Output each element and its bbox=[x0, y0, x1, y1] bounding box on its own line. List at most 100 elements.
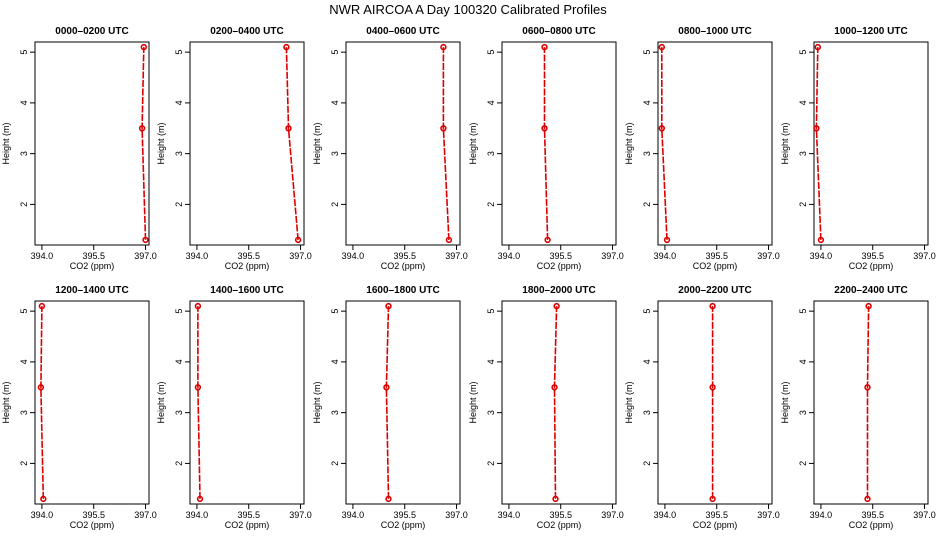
x-tick-label: 395.5 bbox=[393, 251, 416, 261]
data-point bbox=[658, 43, 665, 51]
y-axis-label: Height (m) bbox=[780, 122, 790, 164]
x-tick-label: 397.0 bbox=[289, 251, 312, 261]
x-tick-label: 394.0 bbox=[31, 251, 54, 261]
data-point bbox=[383, 384, 390, 391]
y-tick-label: 3 bbox=[330, 410, 340, 415]
x-tick-label: 395.5 bbox=[705, 510, 728, 520]
y-tick-label: 5 bbox=[19, 50, 29, 55]
y-tick-label: 5 bbox=[798, 309, 808, 314]
profile-panel: 2000–2200 UTC 394.0 395.5 397.0 2 3 4 5 CO2 (ppm… bbox=[624, 285, 780, 530]
y-tick-label: 5 bbox=[174, 309, 184, 314]
y-tick-label: 5 bbox=[642, 50, 652, 55]
y-tick-label: 2 bbox=[798, 461, 808, 466]
x-axis-label: CO2 (ppm) bbox=[225, 261, 270, 271]
plot-frame bbox=[34, 41, 150, 246]
y-axis-label: Height (m) bbox=[156, 381, 166, 423]
x-tick-label: 395.5 bbox=[549, 510, 572, 520]
x-axis-label: CO2 (ppm) bbox=[537, 520, 582, 530]
data-point bbox=[541, 43, 548, 51]
x-tick-label: 397.0 bbox=[757, 251, 780, 261]
x-axis-label: CO2 (ppm) bbox=[381, 520, 426, 530]
data-point bbox=[551, 384, 558, 391]
y-tick-label: 4 bbox=[19, 100, 29, 105]
profile-panel: 1600–1800 UTC 394.0 395.5 397.0 2 3 4 5 CO2 (ppm… bbox=[312, 285, 468, 530]
profile-panel: 1200–1400 UTC 394.0 395.5 397.0 2 3 4 5 CO2 (ppm… bbox=[1, 285, 157, 530]
data-point bbox=[817, 236, 825, 244]
profile-panel: 0200–0400 UTC 394.0 395.5 397.0 2 3 4 5 CO2 (ppm… bbox=[156, 26, 312, 271]
x-axis-label: CO2 (ppm) bbox=[537, 261, 582, 271]
x-tick-label: 397.0 bbox=[445, 510, 468, 520]
y-tick-label: 3 bbox=[486, 410, 496, 415]
x-tick-label: 394.0 bbox=[342, 251, 365, 261]
x-tick-label: 395.5 bbox=[393, 510, 416, 520]
y-tick-label: 2 bbox=[642, 461, 652, 466]
profile-line bbox=[553, 306, 558, 499]
data-point bbox=[196, 495, 204, 503]
data-point bbox=[385, 302, 392, 310]
y-tick-label: 3 bbox=[19, 410, 29, 415]
x-axis-label: CO2 (ppm) bbox=[849, 261, 894, 271]
data-point bbox=[544, 236, 551, 244]
x-tick-label: 395.5 bbox=[861, 510, 884, 520]
x-tick-label: 394.0 bbox=[654, 510, 677, 520]
y-tick-label: 3 bbox=[486, 151, 496, 156]
profile-line bbox=[40, 306, 45, 499]
data-point bbox=[709, 302, 716, 310]
y-tick-label: 2 bbox=[330, 202, 340, 207]
y-tick-label: 4 bbox=[19, 359, 29, 364]
y-tick-label: 4 bbox=[642, 100, 652, 105]
data-point bbox=[813, 125, 820, 132]
x-tick-label: 395.5 bbox=[861, 251, 884, 261]
x-axis-label: CO2 (ppm) bbox=[693, 261, 738, 271]
x-axis-label: CO2 (ppm) bbox=[70, 520, 115, 530]
y-tick-label: 2 bbox=[174, 202, 184, 207]
x-tick-label: 394.0 bbox=[498, 510, 521, 520]
y-tick-label: 3 bbox=[798, 410, 808, 415]
plot-frame bbox=[501, 300, 617, 505]
data-point bbox=[552, 495, 559, 503]
data-point bbox=[194, 384, 202, 391]
data-point bbox=[553, 302, 560, 310]
x-axis-label: CO2 (ppm) bbox=[693, 520, 738, 530]
data-point bbox=[709, 495, 716, 503]
profile-panel: 1000–1200 UTC 394.0 395.5 397.0 2 3 4 5 CO2 (ppm… bbox=[780, 26, 936, 271]
y-tick-label: 5 bbox=[798, 50, 808, 55]
profile-line bbox=[385, 306, 390, 499]
y-tick-label: 4 bbox=[798, 359, 808, 364]
y-tick-label: 5 bbox=[330, 50, 340, 55]
y-axis-label: Height (m) bbox=[312, 122, 322, 164]
plot-frame bbox=[657, 300, 773, 505]
y-tick-label: 5 bbox=[486, 50, 496, 55]
profile-panel: 1800–2000 UTC 394.0 395.5 397.0 2 3 4 5 CO2 (ppm… bbox=[468, 285, 624, 530]
data-point bbox=[294, 236, 302, 244]
x-tick-label: 394.0 bbox=[186, 510, 209, 520]
profile-panel: 2200–2400 UTC 394.0 395.5 397.0 2 3 4 5 CO2 (ppm… bbox=[780, 285, 936, 530]
x-tick-label: 394.0 bbox=[342, 510, 365, 520]
data-point bbox=[864, 495, 871, 503]
y-tick-label: 5 bbox=[330, 309, 340, 314]
data-point bbox=[445, 236, 453, 244]
profile-panel: 0800–1000 UTC 394.0 395.5 397.0 2 3 4 5 CO2 (ppm… bbox=[624, 26, 780, 271]
plot-frame bbox=[813, 41, 929, 246]
data-point bbox=[285, 125, 292, 132]
data-point bbox=[283, 43, 290, 51]
y-tick-label: 3 bbox=[174, 151, 184, 156]
data-point bbox=[38, 302, 46, 310]
y-tick-label: 3 bbox=[174, 410, 184, 415]
x-tick-label: 395.5 bbox=[237, 251, 260, 261]
x-tick-label: 397.0 bbox=[913, 251, 936, 261]
x-axis-label: CO2 (ppm) bbox=[381, 261, 426, 271]
y-tick-label: 5 bbox=[19, 309, 29, 314]
data-point bbox=[865, 302, 872, 310]
panel-title: 1400–1600 UTC bbox=[210, 285, 283, 296]
plot-frame bbox=[813, 300, 929, 505]
x-tick-label: 395.5 bbox=[82, 251, 105, 261]
data-point bbox=[864, 384, 871, 391]
panel-title: 0000–0200 UTC bbox=[55, 26, 128, 37]
plot-frame bbox=[189, 41, 305, 246]
profile-line bbox=[197, 306, 201, 499]
x-tick-label: 395.5 bbox=[549, 251, 572, 261]
panel-title: 0200–0400 UTC bbox=[210, 26, 283, 37]
y-tick-label: 3 bbox=[19, 151, 29, 156]
profile-line bbox=[442, 47, 450, 240]
